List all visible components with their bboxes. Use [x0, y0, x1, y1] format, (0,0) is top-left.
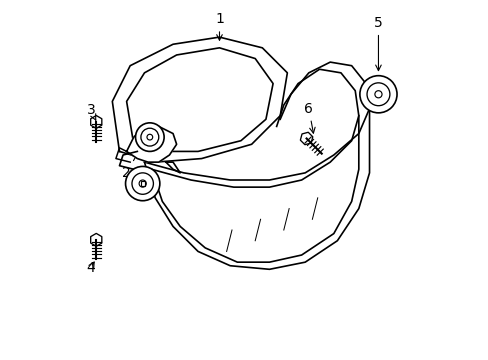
- Text: 4: 4: [86, 261, 95, 275]
- Text: 6: 6: [304, 102, 314, 133]
- Bar: [140, 181, 144, 186]
- Polygon shape: [126, 126, 176, 162]
- Circle shape: [359, 76, 396, 113]
- Text: 3: 3: [86, 103, 96, 120]
- Circle shape: [125, 166, 160, 201]
- Text: 1: 1: [215, 12, 224, 40]
- Text: 2: 2: [122, 148, 141, 180]
- Circle shape: [135, 123, 164, 152]
- Text: 5: 5: [373, 16, 382, 71]
